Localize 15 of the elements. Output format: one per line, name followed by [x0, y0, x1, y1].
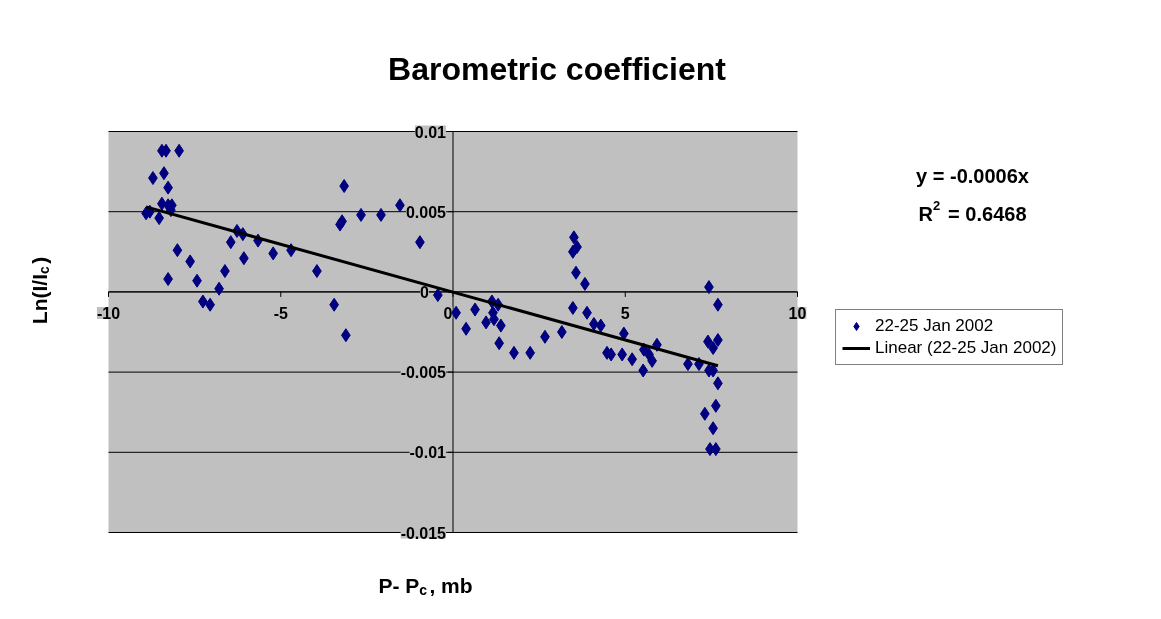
x-tick-label: 5: [620, 304, 630, 322]
legend-label: Linear (22-25 Jan 2002): [875, 338, 1057, 358]
y-axis-title: Ln(I/Ic): [28, 256, 53, 325]
y-tick-label: -0.01: [409, 444, 447, 462]
legend-label: 22-25 Jan 2002: [875, 316, 994, 336]
x-tick-label: -5: [273, 304, 288, 322]
chart-title: Barometric coefficient: [388, 50, 727, 87]
y-tick-label: 0.005: [405, 203, 447, 221]
y-tick-label: 0: [420, 283, 430, 301]
y-tick-label: -0.005: [400, 364, 447, 382]
text: y = -0.0006x: [916, 164, 1029, 187]
y-tick-label: 0.01: [414, 123, 447, 141]
x-tick-label: 10: [788, 304, 807, 322]
x-tick-label: -10: [96, 304, 121, 322]
y-tick-label: -0.015: [400, 524, 447, 542]
